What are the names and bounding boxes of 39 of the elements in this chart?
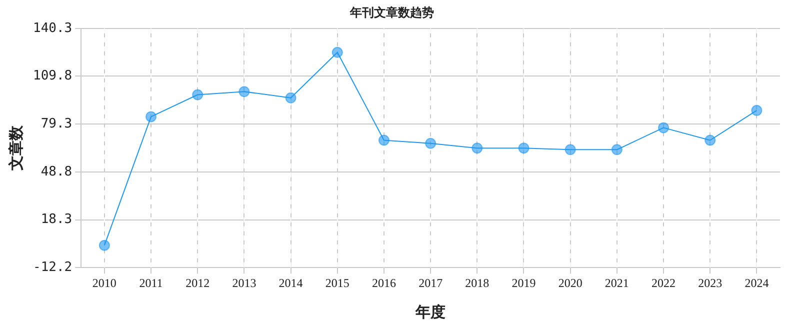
x-tick-label: 2019 (512, 276, 536, 290)
point (192, 89, 204, 100)
point (518, 142, 530, 154)
point (658, 122, 670, 134)
point (564, 144, 576, 156)
point (146, 111, 157, 122)
point (611, 144, 622, 156)
x-tick-label: 2017 (418, 276, 443, 290)
x-tick-label: 2021 (604, 276, 629, 290)
x-tick-label: 2012 (186, 276, 210, 290)
y-tick-label: 109.8 (32, 68, 72, 84)
x-tick-label: 2014 (278, 276, 303, 290)
x-tick-label: 2018 (465, 276, 490, 290)
point (425, 138, 436, 149)
point (378, 134, 390, 146)
x-tick-label: 2010 (92, 276, 116, 290)
y-tick-label: -12.2 (32, 260, 72, 275)
x-tick-label: 2013 (232, 276, 256, 290)
x-tick-label: 2016 (372, 276, 396, 290)
x-tick-label: 2011 (139, 276, 163, 290)
y-tick-label: 140.3 (32, 20, 72, 36)
y-tick-label: 79.3 (40, 116, 72, 132)
chart-title: 年刊文章数趋势 (349, 5, 434, 20)
x-tick-label: 2024 (744, 276, 769, 290)
point (238, 86, 250, 98)
y-tick-label: 18.3 (40, 212, 72, 228)
point (98, 240, 110, 251)
point (285, 92, 296, 104)
y-tick-label: 48.8 (40, 164, 72, 180)
x-tick-label: 2020 (558, 276, 582, 290)
y-axis-title: 文章数 (6, 124, 25, 172)
point (472, 142, 483, 154)
point (751, 104, 762, 116)
x-tick-label: 2015 (325, 276, 350, 290)
point (704, 134, 716, 146)
x-tick-label: 2023 (698, 276, 722, 290)
point (332, 46, 343, 58)
x-tick-label: 2022 (652, 276, 676, 290)
x-axis-title: 年度 (414, 302, 446, 321)
